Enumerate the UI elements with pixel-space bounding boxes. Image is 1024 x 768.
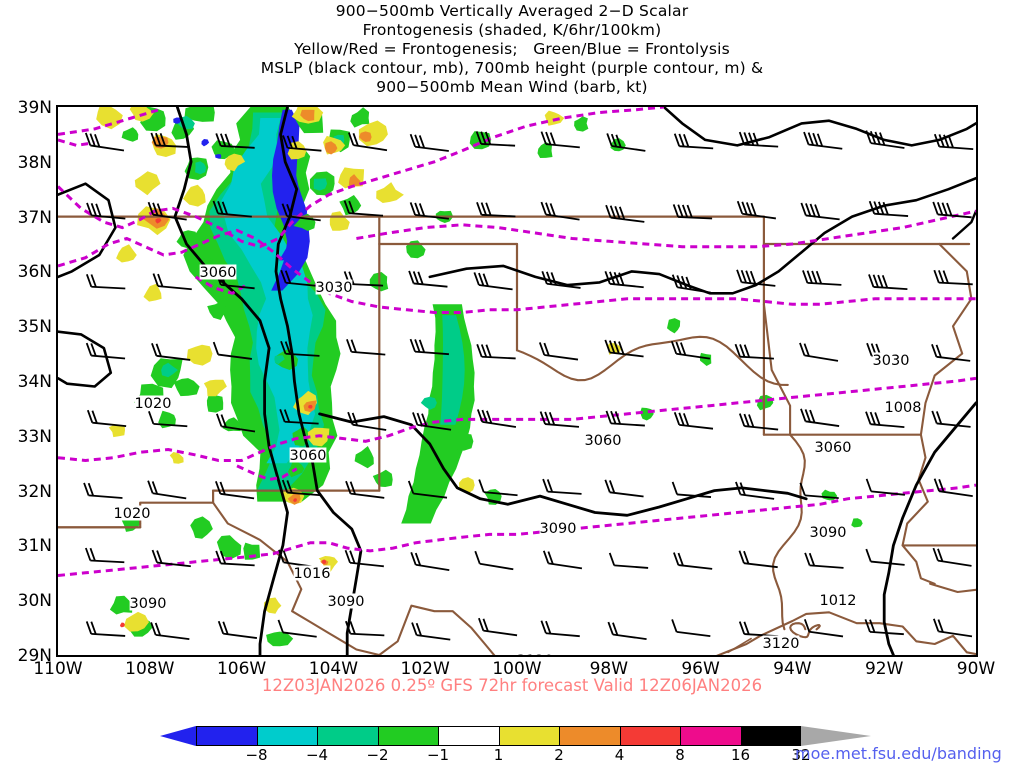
forecast-caption: 12Z03JAN2026 0.25º GFS 72hr forecast Val…	[261, 676, 763, 695]
colorbar-segment[interactable]	[619, 726, 680, 746]
x-axis-label: 108W	[125, 659, 175, 679]
contour-label: 3090	[130, 596, 167, 612]
x-axis-label: 94W	[773, 659, 812, 679]
map-svg: 1020 1020 1016 1012 1008 3060 3030 3030 3060 3060…	[58, 107, 976, 655]
colorbar-segment[interactable]	[559, 726, 620, 746]
title-line-4: MSLP (black contour, mb), 700mb height (…	[260, 59, 764, 77]
contour-label: 1020	[114, 506, 151, 522]
contour-label: 3090	[810, 525, 847, 541]
y-axis-label: 31N	[17, 536, 52, 557]
x-axis-label: 102W	[400, 659, 450, 679]
y-axis-label: 32N	[17, 481, 52, 502]
colorbar-tick-label: 1	[493, 746, 504, 764]
x-axis-label: 100W	[492, 659, 542, 679]
contour-label: 3120	[517, 653, 554, 655]
colorbar-segment[interactable]	[680, 726, 741, 746]
contour-label: 3060	[200, 265, 237, 281]
x-axis-label: 92W	[864, 659, 904, 679]
x-axis-label: 110W	[33, 659, 83, 679]
contour-label: 3060	[585, 433, 622, 449]
title-line-2: Frontogenesis (shaded, K/6hr/100km)	[362, 21, 662, 39]
site-watermark: moe.met.fsu.edu/banding	[795, 744, 1002, 763]
y-axis-label: 29N	[17, 646, 52, 666]
height-contours	[58, 107, 976, 577]
colorbar-under-arrow	[160, 726, 196, 746]
y-axis-label: 37N	[17, 207, 52, 228]
contour-label: 3090	[540, 521, 577, 537]
frontogenesis-shading	[96, 107, 863, 647]
colorbar-segment[interactable]	[740, 726, 801, 746]
title-line-5: 900−500mb Mean Wind (barb, kt)	[376, 78, 648, 96]
y-axis-label: 30N	[17, 591, 52, 612]
wind-barbs	[83, 130, 974, 641]
colorbar-segment[interactable]	[256, 726, 317, 746]
y-axis-label: 36N	[17, 262, 52, 283]
x-axis-label: 98W	[589, 659, 629, 679]
colorbar-tick-label: 16	[730, 746, 751, 764]
colorbar-segment[interactable]	[438, 726, 499, 746]
x-axis-label: 104W	[308, 659, 359, 679]
y-axis-label: 34N	[17, 372, 52, 392]
title-line-1: 900−500mb Vertically Averaged 2−D Scalar	[335, 2, 689, 20]
contour-label: 3090	[328, 594, 365, 610]
y-axis-label: 33N	[17, 426, 52, 447]
colorbar-segment[interactable]	[498, 726, 559, 746]
contour-label: 1008	[885, 400, 922, 416]
contour-label: 1016	[294, 566, 331, 582]
colorbar-segment[interactable]	[196, 726, 257, 746]
contour-label: 1020	[135, 396, 172, 412]
colorbar[interactable]: −8 −4 −2 −1 1 2 4 8 16 32	[160, 726, 871, 768]
colorbar-segment[interactable]	[317, 726, 378, 746]
colorbar-segment[interactable]	[377, 726, 438, 746]
chart-title-block: 900−500mb Vertically Averaged 2−D Scalar…	[0, 2, 1024, 97]
x-axis-label: 96W	[681, 659, 720, 679]
colorbar-tick-label: −2	[366, 746, 389, 764]
title-line-3: Yellow/Red = Frontogenesis; Green/Blue =…	[294, 40, 730, 58]
x-axis-label: 90W	[956, 659, 996, 679]
y-axis-label: 35N	[17, 317, 52, 338]
colorbar-tick-label: 4	[614, 746, 625, 764]
contour-label: 3030	[316, 280, 353, 296]
colorbar-tick-label: 8	[675, 746, 685, 764]
colorbar-tick-label: −4	[305, 746, 329, 764]
colorbar-tick-label: −1	[426, 746, 450, 764]
state-borders	[58, 215, 976, 655]
contour-label: 1012	[820, 593, 857, 609]
colorbar-tick-label: 32	[791, 746, 811, 764]
x-axis-label: 106W	[216, 659, 267, 679]
contour-label: 3060	[815, 440, 852, 456]
contour-label: 3120	[763, 636, 800, 652]
colorbar-tick-label: 2	[554, 746, 564, 764]
y-axis-label: 39N	[17, 98, 52, 118]
colorbar-tick-label: −8	[245, 746, 268, 764]
y-axis-label: 38N	[17, 152, 52, 173]
colorbar-over-arrow	[801, 726, 871, 746]
contour-label: 3060	[290, 448, 327, 464]
contour-label: 3030	[873, 353, 910, 369]
map-plot-area[interactable]: 1020 1020 1016 1012 1008 3060 3030 3030 3060 3060…	[56, 105, 978, 657]
contour-labels: 1020 1020 1016 1012 1008 3060 3030 3030 3060 3060…	[114, 264, 922, 655]
